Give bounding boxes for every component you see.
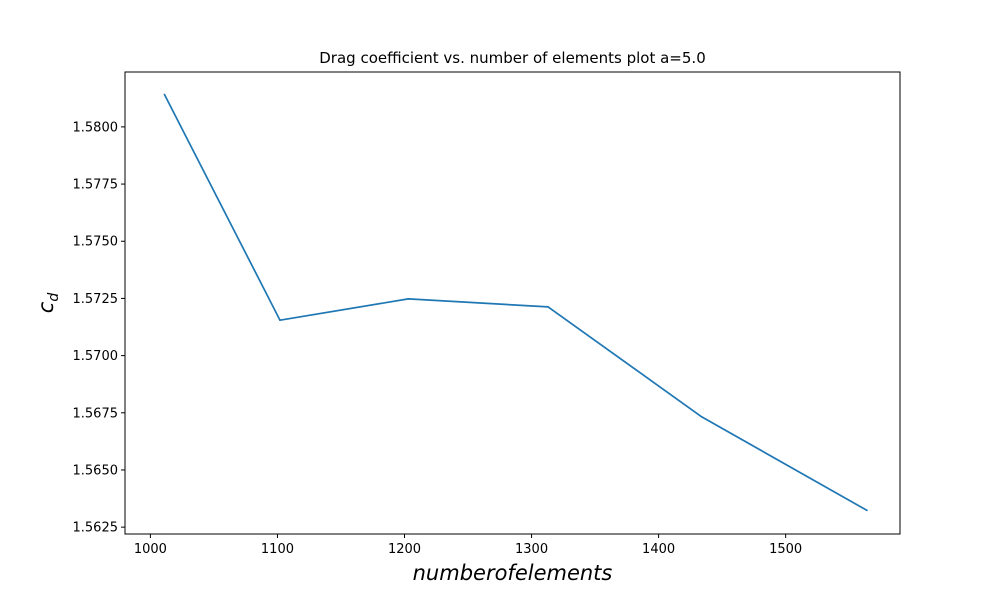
x-tick-label: 1100: [261, 542, 294, 557]
x-tick-label: 1200: [388, 542, 421, 557]
y-tick-label: 1.5725: [73, 292, 119, 307]
data-point: [547, 306, 549, 308]
x-axis: 1000 1100 1200 1300 1400 1500: [134, 534, 802, 557]
y-axis-label-main: c: [34, 301, 58, 313]
y-axis-label-subscript: d: [46, 293, 62, 302]
data-point: [163, 93, 166, 96]
y-tick-label: 1.5775: [73, 178, 119, 193]
data-point: [279, 319, 281, 322]
plot-frame: [124, 71, 901, 535]
y-axis: 1.5625 1.5650 1.5675 1.5700 1.5725 1.5750 1.57…: [73, 120, 125, 536]
x-tick-label: 1300: [515, 542, 548, 557]
y-tick-label: 1.5700: [73, 349, 119, 364]
x-tick-label: 1400: [642, 542, 675, 557]
y-axis-label: cd: [34, 293, 62, 314]
y-tick-label: 1.5650: [73, 463, 119, 478]
x-tick-label: 1500: [769, 542, 802, 557]
x-tick-label: 1000: [134, 542, 167, 557]
y-tick-label: 1.5800: [73, 120, 119, 135]
plot-area: [163, 93, 868, 512]
y-tick-label: 1.5750: [73, 235, 119, 250]
data-point: [701, 416, 703, 418]
y-tick-label: 1.5625: [73, 521, 119, 536]
data-point: [407, 298, 410, 300]
chart-title: Drag coefficient vs. number of elements …: [319, 49, 705, 67]
x-axis-label: numberofelements: [413, 561, 613, 585]
data-point: [866, 509, 868, 512]
series-line-0: [163, 94, 868, 512]
y-tick-label: 1.5675: [73, 406, 119, 421]
